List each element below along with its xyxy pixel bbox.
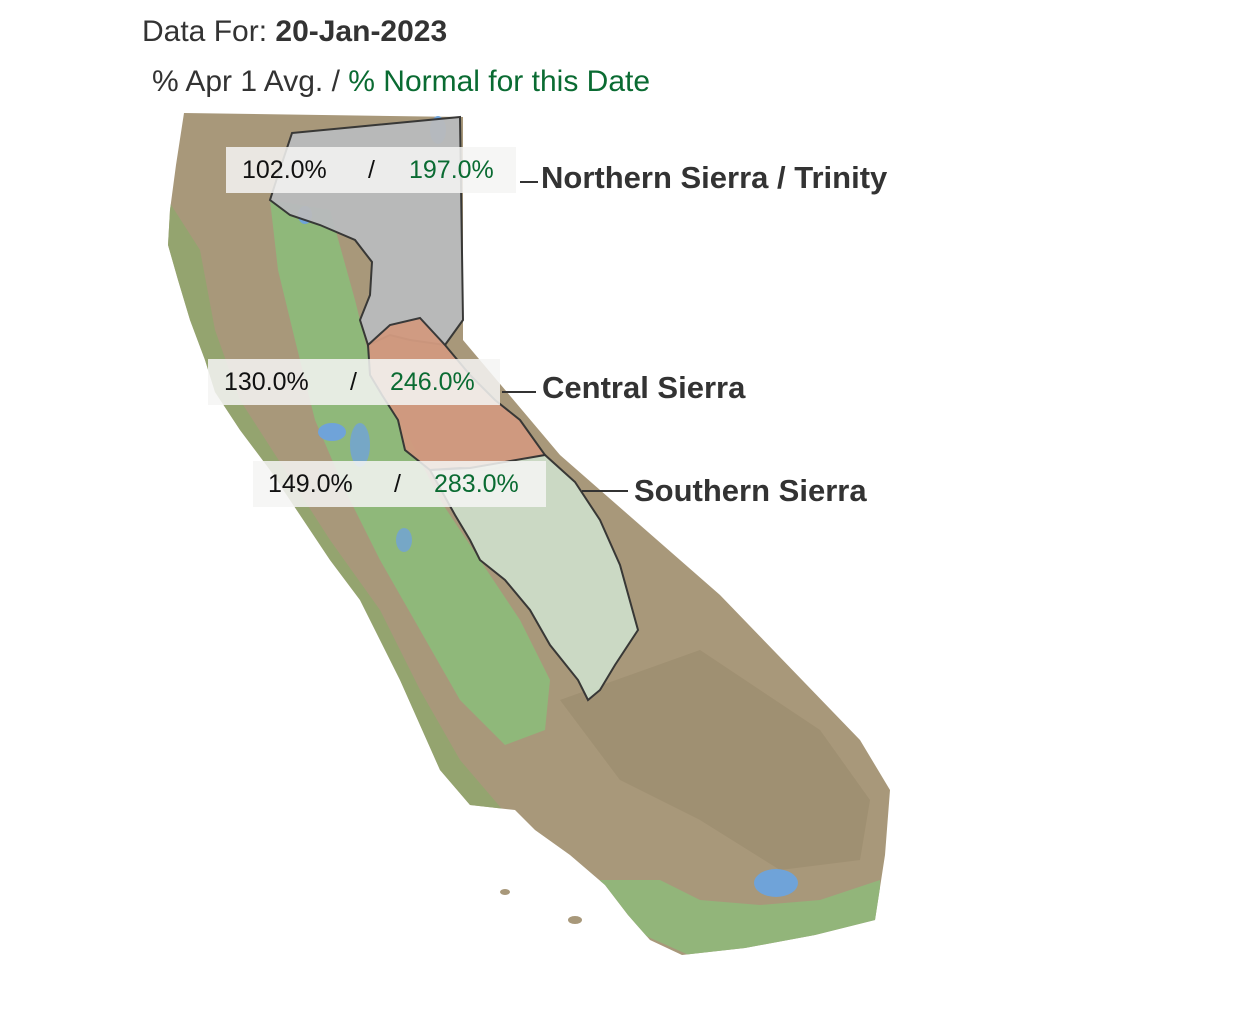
- salton-sea: [754, 869, 798, 897]
- pct-normal-value: 197.0%: [409, 156, 494, 184]
- region-label-southern: Southern Sierra: [634, 473, 867, 508]
- value-separator: /: [394, 470, 401, 498]
- region-southern-sierra: [428, 453, 640, 702]
- coastal-vegetation: [168, 200, 520, 830]
- region-label-central: Central Sierra: [542, 370, 746, 405]
- region-value-box-northern: 102.0% / 197.0%: [226, 147, 516, 193]
- legend-normal-label: % Normal for this Date: [348, 65, 651, 98]
- pct-normal-value: 283.0%: [434, 470, 519, 498]
- valley-lake: [396, 528, 412, 552]
- channel-island: [568, 916, 582, 924]
- channel-island: [500, 889, 510, 895]
- pct-apr1-value: 149.0%: [268, 470, 353, 498]
- data-date: 20-Jan-2023: [275, 15, 448, 48]
- region-value-box-central: 130.0% / 246.0%: [208, 359, 500, 405]
- region-value-box-southern: 149.0% / 283.0%: [253, 461, 546, 507]
- legend-apr1-label: % Apr 1 Avg.: [152, 65, 324, 98]
- pct-apr1-value: 130.0%: [224, 368, 309, 396]
- data-date-header: Data For: 20-Jan-2023: [142, 14, 447, 50]
- value-separator: /: [368, 156, 375, 184]
- value-separator: /: [350, 368, 357, 396]
- desert-area: [560, 650, 870, 870]
- region-label-northern: Northern Sierra / Trinity: [541, 160, 888, 195]
- delta-water: [350, 423, 370, 467]
- bay-water: [318, 423, 346, 441]
- legend-separator: /: [331, 65, 340, 98]
- pct-apr1-value: 102.0%: [242, 156, 327, 184]
- legend: % Apr 1 Avg. / % Normal for this Date: [152, 64, 650, 100]
- data-for-label: Data For:: [142, 15, 268, 48]
- pct-normal-value: 246.0%: [390, 368, 475, 396]
